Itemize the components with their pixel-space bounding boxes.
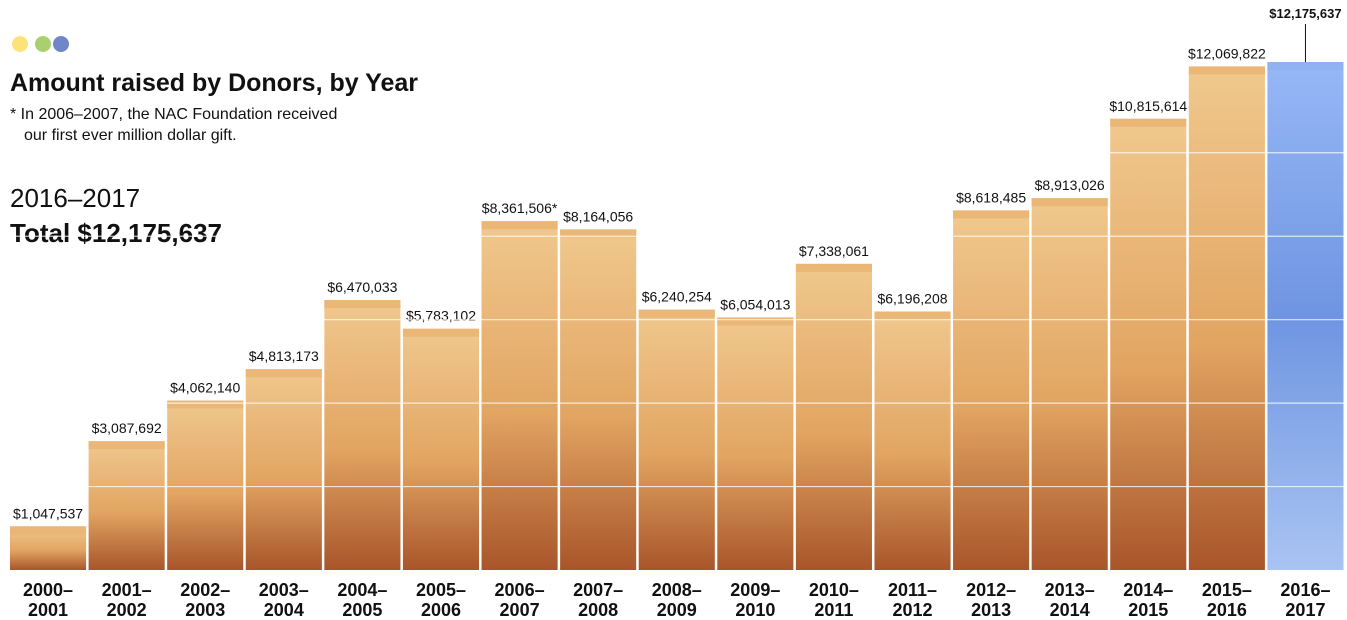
bar (638, 309, 715, 570)
bar-cap (245, 369, 322, 378)
value-label: $10,815,614 (1109, 98, 1187, 114)
x-tick-label: 2001– (102, 580, 152, 600)
bar-cap (1188, 66, 1265, 75)
bar (481, 221, 558, 570)
highlight-period: 2016–2017 (10, 183, 140, 213)
x-tick-label: 2004 (264, 600, 304, 620)
bar-cap (1031, 198, 1108, 207)
bar (1031, 198, 1108, 570)
x-tick-label: 2003 (185, 600, 225, 620)
x-tick-label: 2013 (971, 600, 1011, 620)
bar-cap (874, 311, 951, 320)
bar (245, 369, 322, 570)
bar-cap (560, 229, 637, 238)
value-label: $1,047,537 (13, 505, 83, 521)
x-tick-label: 2013– (1045, 580, 1095, 600)
bar (1188, 66, 1265, 570)
x-tick-label: 2007– (573, 580, 623, 600)
bar-cap (481, 221, 558, 230)
chart-title: Amount raised by Donors, by Year (10, 69, 418, 97)
x-tick-label: 2008– (652, 580, 702, 600)
value-label: $3,087,692 (92, 420, 162, 436)
x-tick-label: 2010 (735, 600, 775, 620)
x-tick-label: 2016– (1280, 580, 1330, 600)
value-label: $6,470,033 (327, 279, 397, 295)
bar-cap (638, 309, 715, 318)
value-label: $6,240,254 (642, 289, 712, 305)
highlight-total: Total $12,175,637 (10, 218, 222, 248)
x-tick-label: 2012– (966, 580, 1016, 600)
x-tick-label: 2005– (416, 580, 466, 600)
note: * In 2006–2007, the NAC Foundation recei… (10, 106, 337, 123)
x-tick-label: 2000– (23, 580, 73, 600)
x-tick-label: 2009 (657, 600, 697, 620)
bar-cap (10, 526, 87, 535)
bar (953, 210, 1030, 570)
value-label: $8,618,485 (956, 189, 1026, 205)
bar (795, 263, 872, 570)
value-label: $8,361,506* (482, 200, 558, 216)
value-label: $7,338,061 (799, 243, 869, 259)
x-tick-label: 2015– (1202, 580, 1252, 600)
x-tick-label: 2001 (28, 600, 68, 620)
x-tick-label: 2009– (730, 580, 780, 600)
bar-cap (324, 300, 401, 309)
bar-cap (1267, 62, 1344, 71)
bar-cap (402, 328, 480, 337)
bar (717, 317, 794, 570)
value-label: $12,069,822 (1188, 45, 1266, 61)
value-label: $6,196,208 (877, 290, 947, 306)
x-tick-label: 2003– (259, 580, 309, 600)
note: our first ever million dollar gift. (24, 127, 237, 144)
x-tick-label: 2007 (500, 600, 540, 620)
bar (88, 441, 165, 570)
value-label: $12,175,637 (1269, 6, 1341, 21)
bar (324, 300, 401, 570)
value-label: $8,913,026 (1035, 177, 1105, 193)
x-tick-label: 2011– (888, 580, 937, 600)
x-tick-label: 2014– (1123, 580, 1173, 600)
value-label: $4,813,173 (249, 348, 319, 364)
dot (35, 36, 51, 52)
bar-cap (795, 263, 872, 272)
x-tick-label: 2002 (107, 600, 147, 620)
x-tick-label: 2010– (809, 580, 859, 600)
bar-cap (1110, 118, 1187, 127)
x-tick-label: 2011 (814, 600, 853, 620)
x-tick-label: 2016 (1207, 600, 1247, 620)
x-tick-label: 2004– (337, 580, 387, 600)
x-tick-label: 2006– (495, 580, 545, 600)
x-tick-label: 2012 (892, 600, 932, 620)
bar (560, 229, 637, 570)
value-label: $5,783,102 (406, 308, 476, 324)
x-tick-label: 2005 (342, 600, 382, 620)
value-label: $6,054,013 (720, 296, 790, 312)
bar-cap (953, 210, 1030, 219)
bar (167, 400, 244, 570)
bar-cap (88, 441, 165, 450)
dot (53, 36, 69, 52)
bar-cap (717, 317, 794, 326)
dot (12, 36, 28, 52)
x-tick-label: 2015 (1128, 600, 1168, 620)
bar (874, 311, 951, 570)
x-tick-label: 2017 (1285, 600, 1325, 620)
bar-cap (167, 400, 244, 409)
x-tick-label: 2006 (421, 600, 461, 620)
bar (1110, 118, 1187, 571)
value-label: $8,164,056 (563, 208, 633, 224)
bar (1267, 62, 1344, 571)
bar (402, 328, 480, 570)
x-tick-label: 2014 (1050, 600, 1090, 620)
x-tick-label: 2008 (578, 600, 618, 620)
x-tick-label: 2002– (180, 580, 230, 600)
value-label: $4,062,140 (170, 380, 240, 396)
